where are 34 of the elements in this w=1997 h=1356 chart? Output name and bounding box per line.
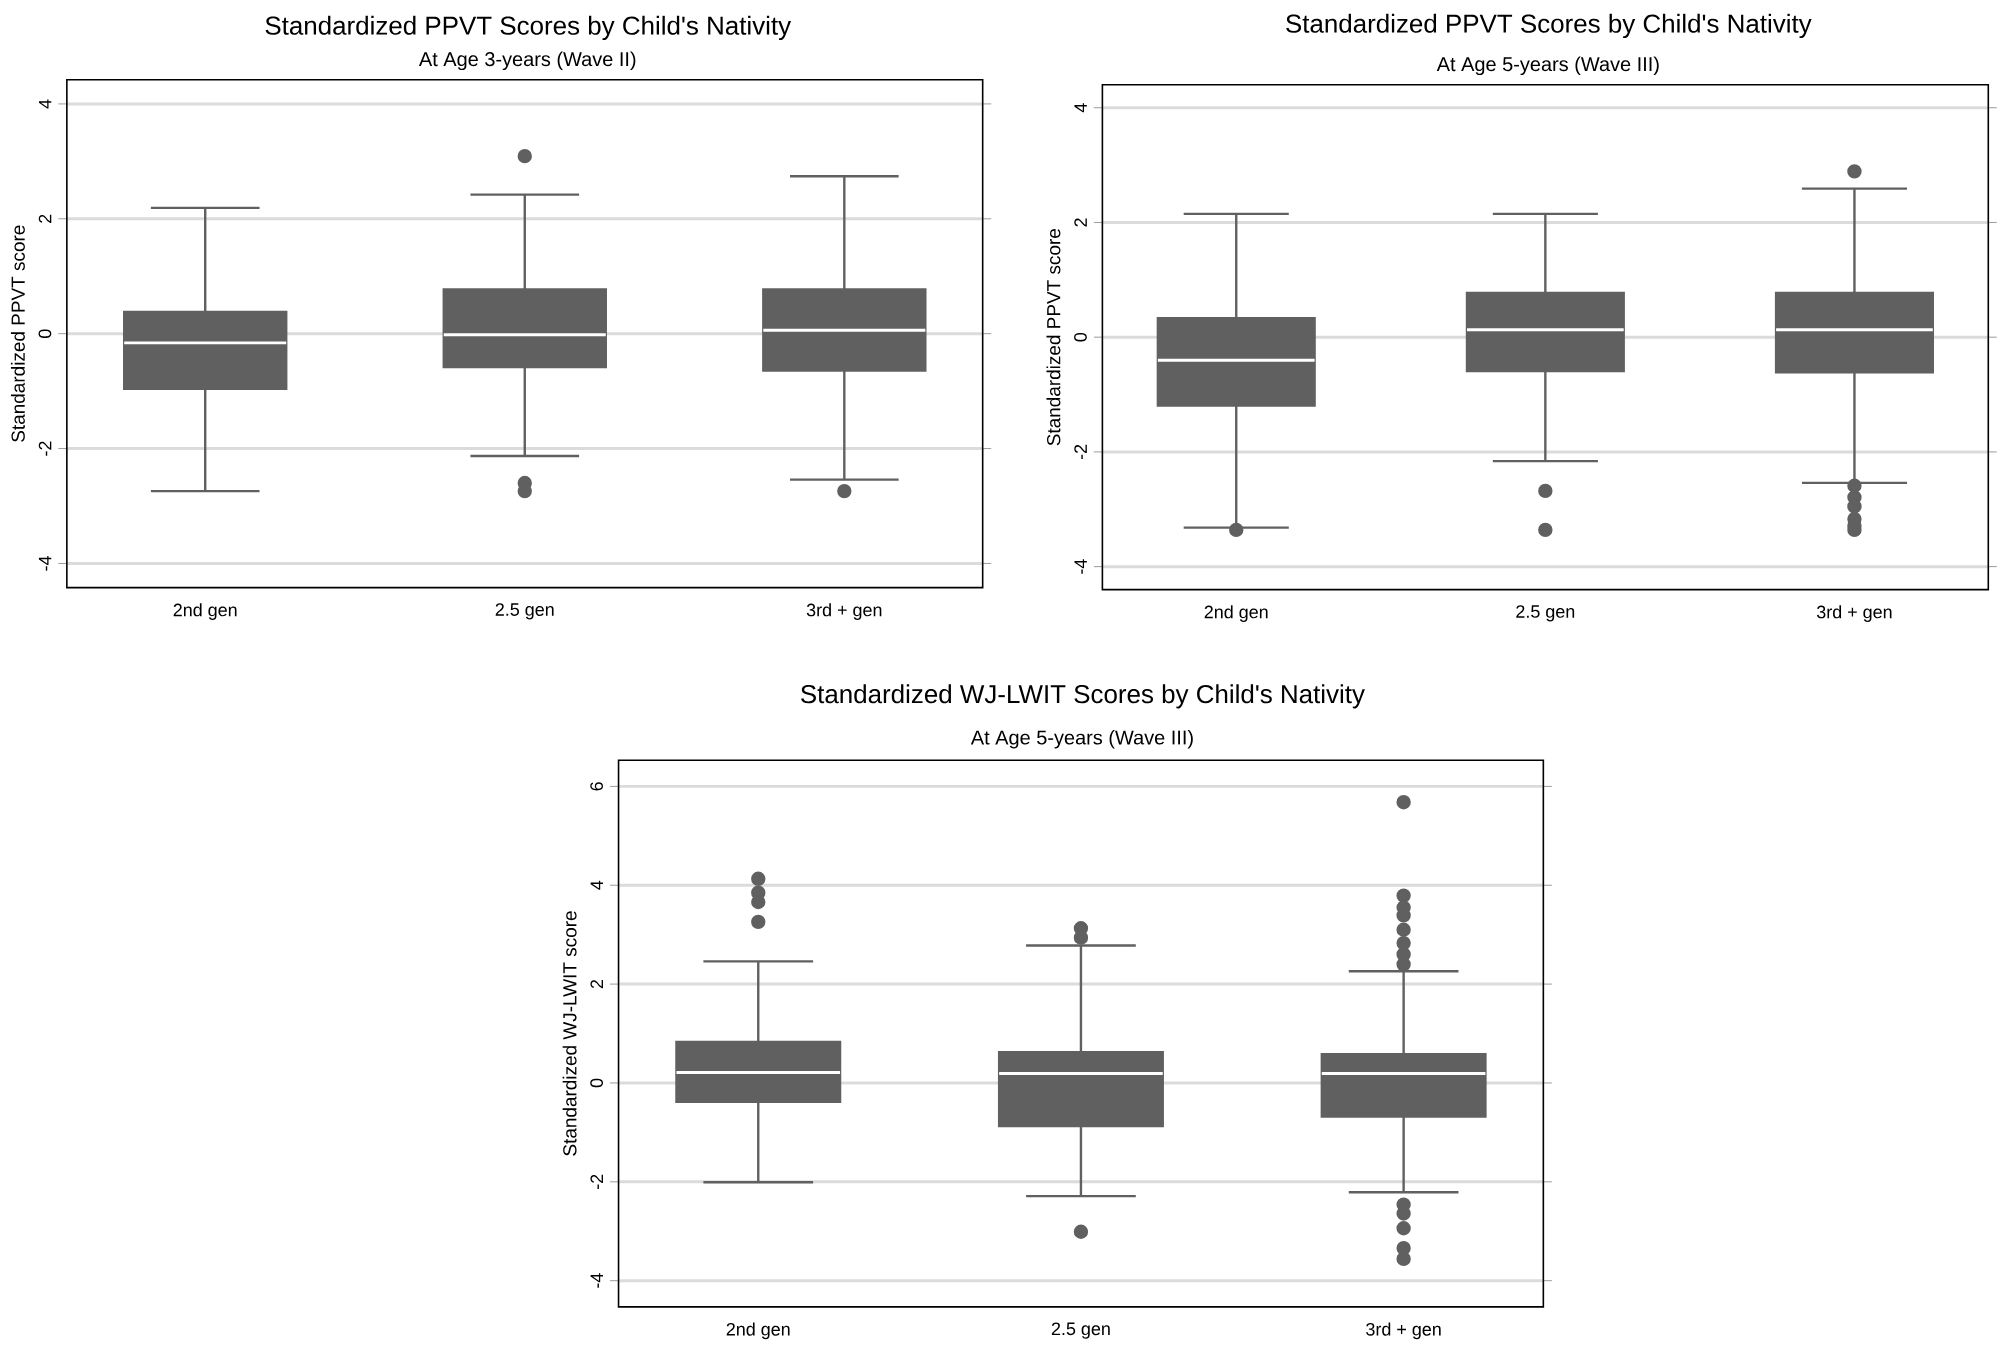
y-tick-label: 2 bbox=[590, 980, 603, 989]
x-tick-label: 2.5 gen bbox=[1051, 1322, 1110, 1339]
y-tick-label: 0 bbox=[590, 1078, 603, 1088]
chart-subtitle: At Age 3-years (Wave II) bbox=[418, 51, 636, 71]
y-tick-label: -2 bbox=[590, 1174, 603, 1190]
y-tick-label: 0 bbox=[1074, 333, 1087, 342]
x-tick-label: 2nd gen bbox=[173, 603, 237, 620]
y-tick-label: -2 bbox=[38, 441, 52, 456]
x-tick-label: 3rd + gen bbox=[806, 603, 882, 620]
y-tick-label: 4 bbox=[1074, 103, 1087, 113]
y-tick-label: -4 bbox=[38, 556, 52, 571]
y-axis-title: Standardized WJ-LWIT score bbox=[562, 911, 577, 1156]
x-tick-label: 2nd gen bbox=[1204, 605, 1268, 622]
chart-title: Standardized WJ-LWIT Scores by Child's Nativity bbox=[801, 684, 1365, 709]
chart-title: Standardized PPVT Scores by Child's Nativity bbox=[265, 15, 792, 41]
chart-subtitle: At Age 5-years (Wave III) bbox=[1436, 56, 1659, 76]
x-tick-label: 3rd + gen bbox=[1816, 605, 1892, 622]
y-tick-label: 0 bbox=[38, 329, 52, 339]
y-tick-label: 4 bbox=[590, 880, 603, 890]
chart-subtitle: At Age 5-years (Wave III) bbox=[970, 730, 1193, 749]
x-tick-label: 2.5 gen bbox=[495, 603, 554, 620]
y-tick-label: -4 bbox=[1074, 559, 1087, 574]
y-tick-label: 4 bbox=[38, 99, 52, 109]
y-tick-label: -2 bbox=[1074, 444, 1087, 460]
y-tick-label: 2 bbox=[1074, 218, 1087, 227]
x-tick-label: 2nd gen bbox=[726, 1322, 790, 1340]
chart-title: Standardized PPVT Scores by Child's Nativity bbox=[1286, 13, 1812, 39]
y-tick-label: 2 bbox=[38, 214, 52, 223]
y-tick-label: 6 bbox=[590, 782, 603, 791]
x-tick-label: 3rd + gen bbox=[1366, 1322, 1441, 1340]
x-tick-label: 2.5 gen bbox=[1516, 605, 1575, 622]
y-tick-label: -4 bbox=[590, 1273, 603, 1288]
y-axis-title: Standardized PPVT score bbox=[10, 225, 25, 442]
y-axis-title: Standardized PPVT score bbox=[1046, 229, 1061, 446]
